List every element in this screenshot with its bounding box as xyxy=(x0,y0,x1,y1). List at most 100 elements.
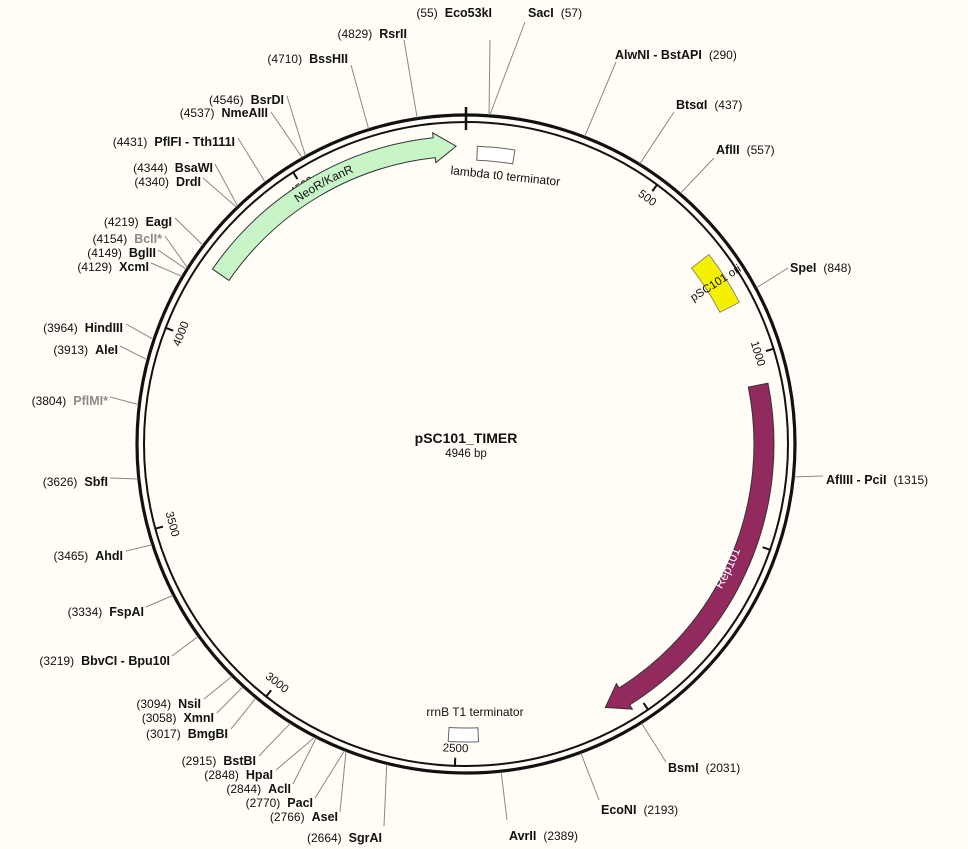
site-position: (3913) xyxy=(53,343,88,357)
site-position: (2193) xyxy=(643,803,678,817)
feature-rep101: Rep101 xyxy=(604,382,775,710)
site-name: XmnI xyxy=(183,711,214,725)
site-name: SbfI xyxy=(84,475,108,489)
site-position: (55) xyxy=(416,6,437,20)
tick-label-3500: 3500 xyxy=(163,510,181,538)
rrnb-label: rrnB T1 terminator xyxy=(426,705,523,719)
site-name: PacI xyxy=(287,796,313,810)
site-leader-line xyxy=(230,697,257,730)
site-name: NmeAIII xyxy=(221,106,268,120)
site-xmni: XmnI (3058) xyxy=(142,686,244,725)
tick-mark-2000 xyxy=(642,702,650,711)
rep101-arrow xyxy=(604,382,775,710)
site-leader-line xyxy=(580,753,600,801)
site-name: AseI xyxy=(312,810,338,824)
site-bstbi: BstBI (2915) xyxy=(182,722,291,768)
site-leader-line xyxy=(275,736,315,771)
site-name: AflIII - PciI xyxy=(826,473,886,487)
tick-mark-1000 xyxy=(765,347,775,353)
site-bsmi: BsmI (2031) xyxy=(641,723,741,775)
plasmid-backbone xyxy=(135,107,797,775)
site-name: FspAI xyxy=(109,605,144,619)
site-name: BsaWI xyxy=(175,161,213,175)
site-leader-line xyxy=(258,722,291,757)
site-leader-line xyxy=(237,137,266,183)
site-position: (848) xyxy=(823,261,851,275)
site-hindiii: HindIII (3964) xyxy=(43,321,154,340)
site-name: SacI xyxy=(528,6,554,20)
site-ahdi: AhdI (3465) xyxy=(54,544,152,563)
site-position: (3017) xyxy=(146,727,181,741)
tick-mark-4500 xyxy=(291,170,299,180)
ori-box xyxy=(690,253,740,313)
site-leader-line xyxy=(639,111,675,164)
site-leader-line xyxy=(339,751,347,813)
site-leader-line xyxy=(171,636,199,657)
site-position: (3219) xyxy=(39,654,74,668)
site-spei: SpeI (848) xyxy=(756,261,851,289)
site-leader-line xyxy=(216,686,244,714)
site-name: AvrII xyxy=(509,829,536,843)
site-position: (4149) xyxy=(87,246,122,260)
site-eco53ki: Eco53kI (55) xyxy=(416,6,492,115)
site-name: BstBI xyxy=(223,754,256,768)
site-name: BglII xyxy=(129,246,156,260)
site-bsawi: BsaWI (4344) xyxy=(133,161,238,207)
site-leader-line xyxy=(794,475,824,478)
site-bmgbi: BmgBI (3017) xyxy=(146,697,257,741)
restriction-sites-layer: Eco53kI (55) SacI (57) AlwNI - BstAPI (290) Bt… xyxy=(32,6,929,845)
site-leader-line xyxy=(119,345,148,361)
site-name: XcmI xyxy=(119,260,149,274)
plasmid-name: pSC101_TIMER xyxy=(415,430,518,446)
site-drdi: DrdI (4340) xyxy=(134,175,237,208)
site-leader-line xyxy=(214,163,238,207)
lambda-box xyxy=(476,145,516,165)
site-alwni-bstapi: AlwNI - BstAPI (290) xyxy=(584,48,737,137)
site-leader-line xyxy=(641,723,667,763)
site-pflfi-tth111i: PflFI - Tth111I (4431) xyxy=(113,135,266,183)
site-position: (3334) xyxy=(68,605,103,619)
site-name: NsiI xyxy=(178,697,201,711)
site-name: PflFI - Tth111I xyxy=(154,135,235,149)
site-leader-line xyxy=(157,249,187,270)
site-leader-line xyxy=(150,262,182,277)
site-position: (2770) xyxy=(246,796,281,810)
site-alei: AleI (3913) xyxy=(53,343,148,361)
site-name: BmgBI xyxy=(188,727,228,741)
site-name: BssHII xyxy=(309,52,348,66)
tick-mark-4000 xyxy=(164,326,174,332)
site-rsrii: RsrII (4829) xyxy=(338,27,418,118)
site-leader-line xyxy=(109,477,138,480)
site-name: DrdI xyxy=(176,175,201,189)
site-position: (2844) xyxy=(226,782,261,796)
plasmid-length: 4946 bp xyxy=(445,448,487,460)
site-leader-line xyxy=(584,61,617,137)
site-econi: EcoNI (2193) xyxy=(580,753,678,817)
site-leader-line xyxy=(164,235,188,268)
site-acli: AclI (2844) xyxy=(226,737,317,796)
feature-lambda: lambda t0 terminator xyxy=(450,145,561,189)
site-bsshii: BssHII (4710) xyxy=(267,52,370,129)
site-name: EcoNI xyxy=(601,803,636,817)
site-nsii: NsiI (3094) xyxy=(136,676,233,711)
site-name: HindIII xyxy=(85,321,123,335)
site-position: (4546) xyxy=(209,93,244,107)
site-position: (3964) xyxy=(43,321,78,335)
site-leader-line xyxy=(203,676,233,700)
site-position: (2031) xyxy=(706,761,741,775)
site-name: HpaI xyxy=(246,768,273,782)
site-leader-line xyxy=(145,595,174,608)
site-name: EagI xyxy=(146,215,172,229)
site-position: (2848) xyxy=(204,768,239,782)
lambda-label: lambda t0 terminator xyxy=(450,163,561,188)
site-sbfi: SbfI (3626) xyxy=(43,475,138,489)
site-position: (3094) xyxy=(136,697,171,711)
feature-rrnb: rrnB T1 terminator xyxy=(426,705,524,743)
site-leader-line xyxy=(756,267,789,289)
site-name: PflMI* xyxy=(73,394,108,408)
site-leader-line xyxy=(680,157,715,194)
site-name: BsrDI xyxy=(251,93,284,107)
site-aflii: AflII (557) xyxy=(680,143,775,194)
site-name: AleI xyxy=(95,343,118,357)
